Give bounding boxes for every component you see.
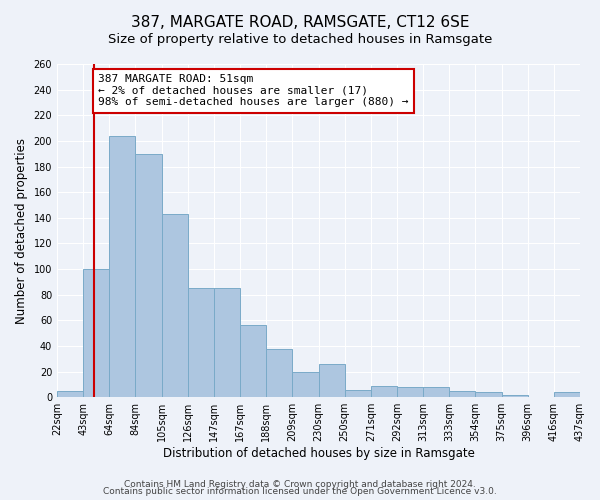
Y-axis label: Number of detached properties: Number of detached properties — [15, 138, 28, 324]
Text: Contains HM Land Registry data © Crown copyright and database right 2024.: Contains HM Land Registry data © Crown c… — [124, 480, 476, 489]
Bar — [319, 364, 344, 397]
Text: 387, MARGATE ROAD, RAMSGATE, CT12 6SE: 387, MARGATE ROAD, RAMSGATE, CT12 6SE — [131, 15, 469, 30]
Bar — [161, 214, 188, 397]
Bar — [266, 348, 292, 397]
Text: Contains public sector information licensed under the Open Government Licence v3: Contains public sector information licen… — [103, 487, 497, 496]
Bar — [57, 391, 83, 397]
Bar — [292, 372, 319, 397]
Bar — [214, 288, 240, 397]
Bar — [397, 387, 423, 397]
Bar — [502, 394, 528, 397]
Bar — [344, 390, 371, 397]
Bar — [423, 387, 449, 397]
Bar — [554, 392, 580, 397]
Bar — [240, 326, 266, 397]
Bar — [475, 392, 502, 397]
Text: Size of property relative to detached houses in Ramsgate: Size of property relative to detached ho… — [108, 32, 492, 46]
X-axis label: Distribution of detached houses by size in Ramsgate: Distribution of detached houses by size … — [163, 447, 475, 460]
Bar — [136, 154, 161, 397]
Bar — [109, 136, 136, 397]
Bar — [449, 391, 475, 397]
Bar — [188, 288, 214, 397]
Text: 387 MARGATE ROAD: 51sqm
← 2% of detached houses are smaller (17)
98% of semi-det: 387 MARGATE ROAD: 51sqm ← 2% of detached… — [98, 74, 409, 108]
Bar — [83, 269, 109, 397]
Bar — [371, 386, 397, 397]
